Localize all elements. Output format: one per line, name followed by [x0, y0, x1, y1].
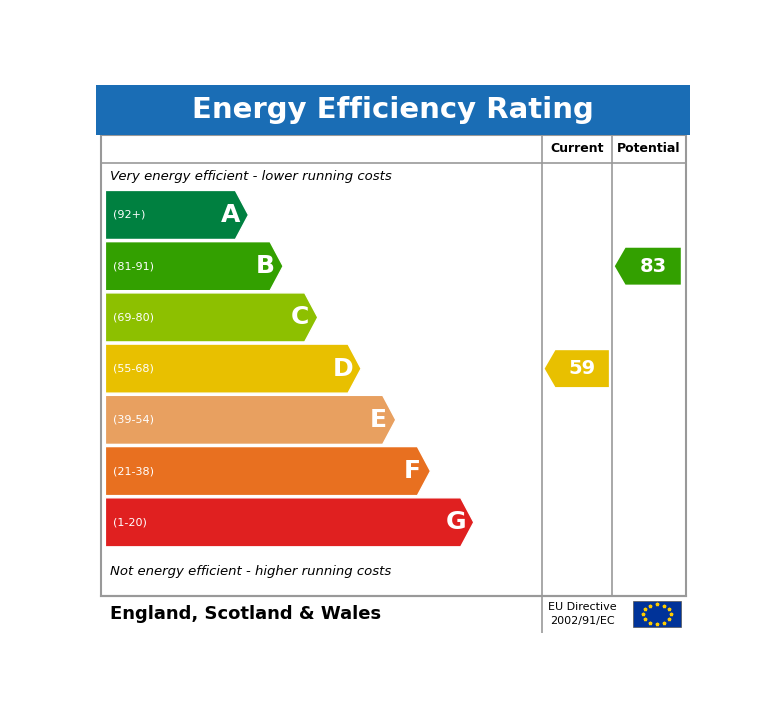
Text: (55-68): (55-68) — [113, 363, 153, 374]
Bar — [634, 601, 681, 627]
Polygon shape — [105, 191, 249, 240]
Text: (81-91): (81-91) — [113, 261, 153, 271]
Text: 83: 83 — [640, 257, 667, 276]
Text: (1-20): (1-20) — [113, 518, 146, 528]
Text: 59: 59 — [568, 359, 596, 378]
Text: C: C — [291, 306, 309, 329]
Bar — [96, 85, 690, 134]
Text: 2002/91/EC: 2002/91/EC — [550, 616, 614, 626]
Text: Energy Efficiency Rating: Energy Efficiency Rating — [193, 96, 594, 124]
Text: B: B — [256, 254, 275, 278]
Text: EU Directive: EU Directive — [548, 602, 616, 612]
Text: E: E — [370, 408, 387, 432]
Text: Current: Current — [550, 142, 604, 155]
Text: Potential: Potential — [617, 142, 680, 155]
Polygon shape — [105, 498, 474, 547]
Text: F: F — [404, 459, 421, 483]
Text: England, Scotland & Wales: England, Scotland & Wales — [110, 605, 380, 623]
Polygon shape — [105, 242, 283, 291]
Text: G: G — [446, 510, 466, 535]
Polygon shape — [545, 351, 609, 387]
Text: (92+): (92+) — [113, 210, 145, 220]
Text: (21-38): (21-38) — [113, 466, 153, 476]
Polygon shape — [105, 447, 430, 496]
Polygon shape — [105, 395, 396, 444]
Bar — [100, 134, 686, 596]
Polygon shape — [105, 293, 318, 342]
Text: Very energy efficient - lower running costs: Very energy efficient - lower running co… — [110, 170, 391, 183]
Text: D: D — [333, 357, 354, 380]
Text: (69-80): (69-80) — [113, 312, 153, 322]
Text: (39-54): (39-54) — [113, 415, 153, 425]
Text: A: A — [221, 203, 240, 227]
Text: Not energy efficient - higher running costs: Not energy efficient - higher running co… — [110, 565, 391, 578]
Polygon shape — [615, 247, 681, 284]
Polygon shape — [105, 344, 361, 393]
